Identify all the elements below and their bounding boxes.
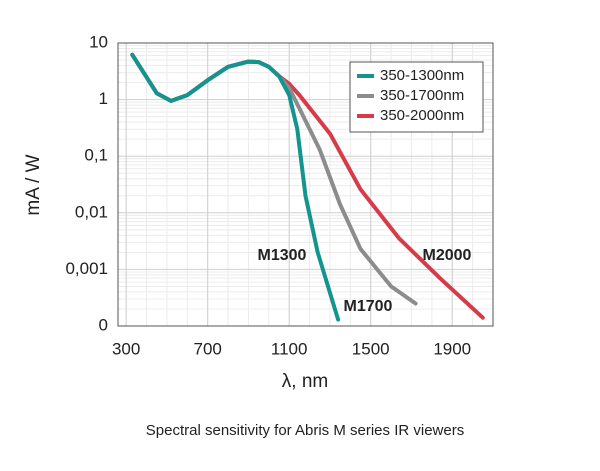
legend-label: 350-1700nm bbox=[380, 87, 464, 104]
y-tick-label: 0 bbox=[99, 315, 108, 334]
y-tick-label: 0,001 bbox=[65, 259, 108, 278]
annotation: M1700 bbox=[344, 298, 393, 315]
x-tick-label: 1900 bbox=[433, 339, 471, 358]
legend-label: 350-1300nm bbox=[380, 67, 464, 84]
y-tick-label: 0,01 bbox=[75, 202, 108, 221]
x-tick-label: 300 bbox=[112, 339, 140, 358]
annotation: M2000 bbox=[423, 247, 472, 264]
x-axis-label: λ, nm bbox=[282, 371, 328, 392]
series-line bbox=[130, 52, 341, 322]
y-tick-label: 1 bbox=[99, 89, 108, 108]
plot-frame bbox=[117, 42, 494, 327]
annotation: M1300 bbox=[258, 247, 307, 264]
legend-label: 350-2000nm bbox=[380, 107, 464, 124]
caption: Spectral sensitivity for Abris M series … bbox=[146, 422, 464, 439]
x-tick-label: 1500 bbox=[352, 339, 390, 358]
x-tick-label: 1100 bbox=[271, 339, 308, 358]
y-tick-label: 0,1 bbox=[84, 146, 108, 165]
y-axis-label: mA / W bbox=[23, 154, 44, 215]
x-tick-label: 700 bbox=[193, 339, 221, 358]
y-tick-label: 10 bbox=[89, 32, 108, 51]
